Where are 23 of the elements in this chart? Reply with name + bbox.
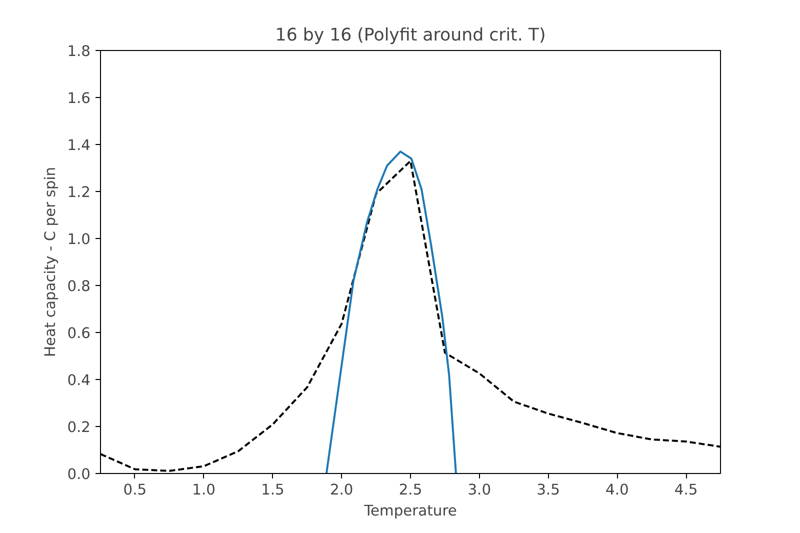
x-tick-label: 3.5 [536, 482, 560, 498]
x-tick-label: 3.0 [468, 482, 492, 498]
y-tick-label: 0.4 [67, 372, 91, 389]
y-tick-label: 1.4 [67, 137, 91, 154]
x-tick-label: 4.0 [606, 482, 629, 498]
y-tick-label: 1.0 [67, 231, 91, 248]
y-tick-label: 0.8 [67, 278, 91, 295]
x-tick-label: 2.0 [330, 482, 354, 498]
x-tick-label: 1.5 [261, 482, 284, 498]
y-tick-label: 0.0 [67, 466, 91, 483]
x-tick-label: 0.5 [123, 482, 147, 498]
x-tick-label: 1.0 [192, 482, 216, 498]
y-tick-label: 0.6 [67, 325, 91, 342]
y-axis-title: Heat capacity - C per spin [42, 166, 60, 358]
y-tick-label: 1.6 [67, 90, 91, 107]
y-tick-label: 0.2 [67, 419, 91, 436]
x-tick-label: 2.5 [398, 482, 422, 498]
x-axis-title: Temperature [363, 502, 457, 520]
x-tick-label: 4.5 [674, 482, 698, 498]
y-tick-label: 1.2 [67, 184, 91, 201]
chart-title: 16 by 16 (Polyfit around crit. T) [275, 26, 546, 46]
line-series [325, 150, 457, 474]
y-tick-label: 1.8 [67, 43, 91, 60]
